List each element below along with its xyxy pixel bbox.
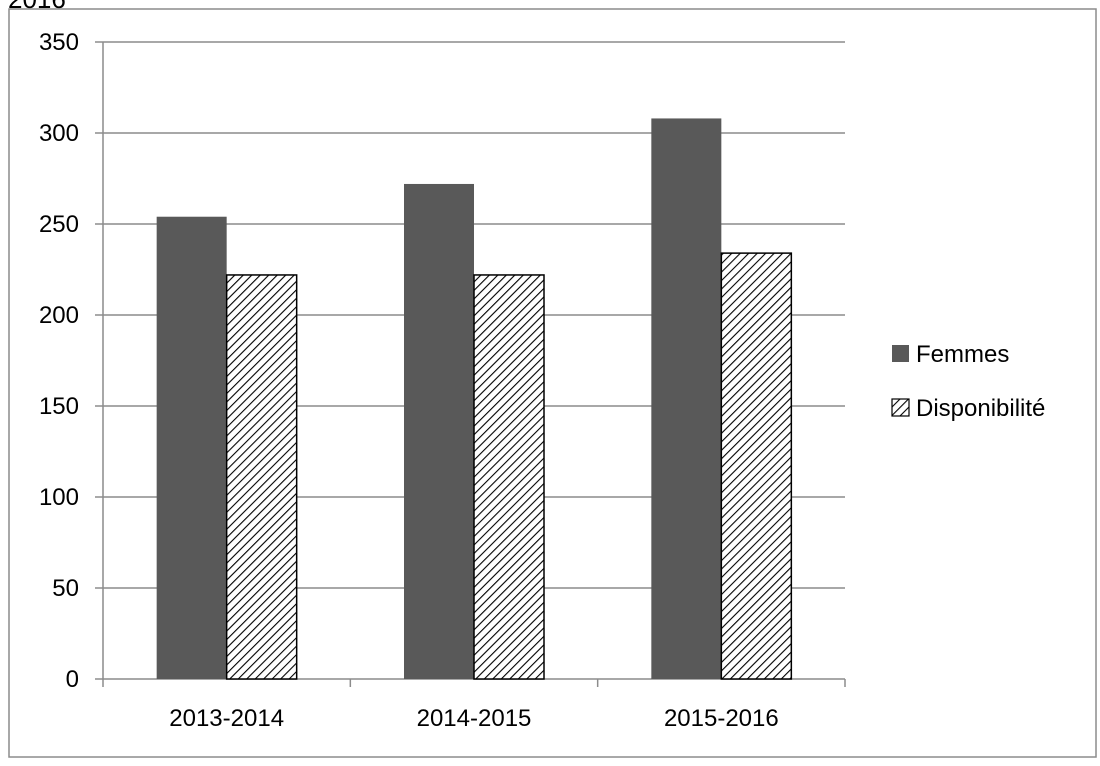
legend-label: Femmes — [916, 341, 1009, 368]
bar-disponibilite — [225, 274, 298, 680]
y-tick-label: 150 — [39, 393, 79, 420]
x-tick-label: 2015-2016 — [664, 705, 779, 732]
y-tick-label: 250 — [39, 211, 79, 238]
bar-disponibilite — [720, 252, 793, 680]
bars — [156, 118, 793, 680]
legend: Femmes Disponibilité — [891, 341, 1045, 422]
legend-swatch — [891, 398, 910, 417]
legend-label: Disponibilité — [916, 395, 1045, 422]
bar-disponibilite — [473, 274, 545, 680]
y-tick-label: 350 — [39, 29, 79, 56]
y-tick-label: 200 — [39, 302, 79, 329]
bar-femmes — [651, 118, 722, 679]
y-tick-label: 100 — [39, 484, 79, 511]
legend-swatch — [892, 345, 909, 362]
y-tick-label: 50 — [52, 575, 79, 602]
x-tick-label: 2014-2015 — [417, 705, 532, 732]
x-tick-labels: 2013-2014 2014-2015 2015-2016 — [169, 705, 778, 732]
bar-femmes — [156, 216, 227, 679]
y-tick-label: 0 — [66, 666, 79, 693]
bar-femmes — [404, 183, 474, 679]
y-tick-label: 300 — [39, 120, 79, 147]
x-tick-label: 2013-2014 — [169, 705, 284, 732]
y-tick-labels: 0 50 100 150 200 250 300 350 — [39, 29, 79, 693]
